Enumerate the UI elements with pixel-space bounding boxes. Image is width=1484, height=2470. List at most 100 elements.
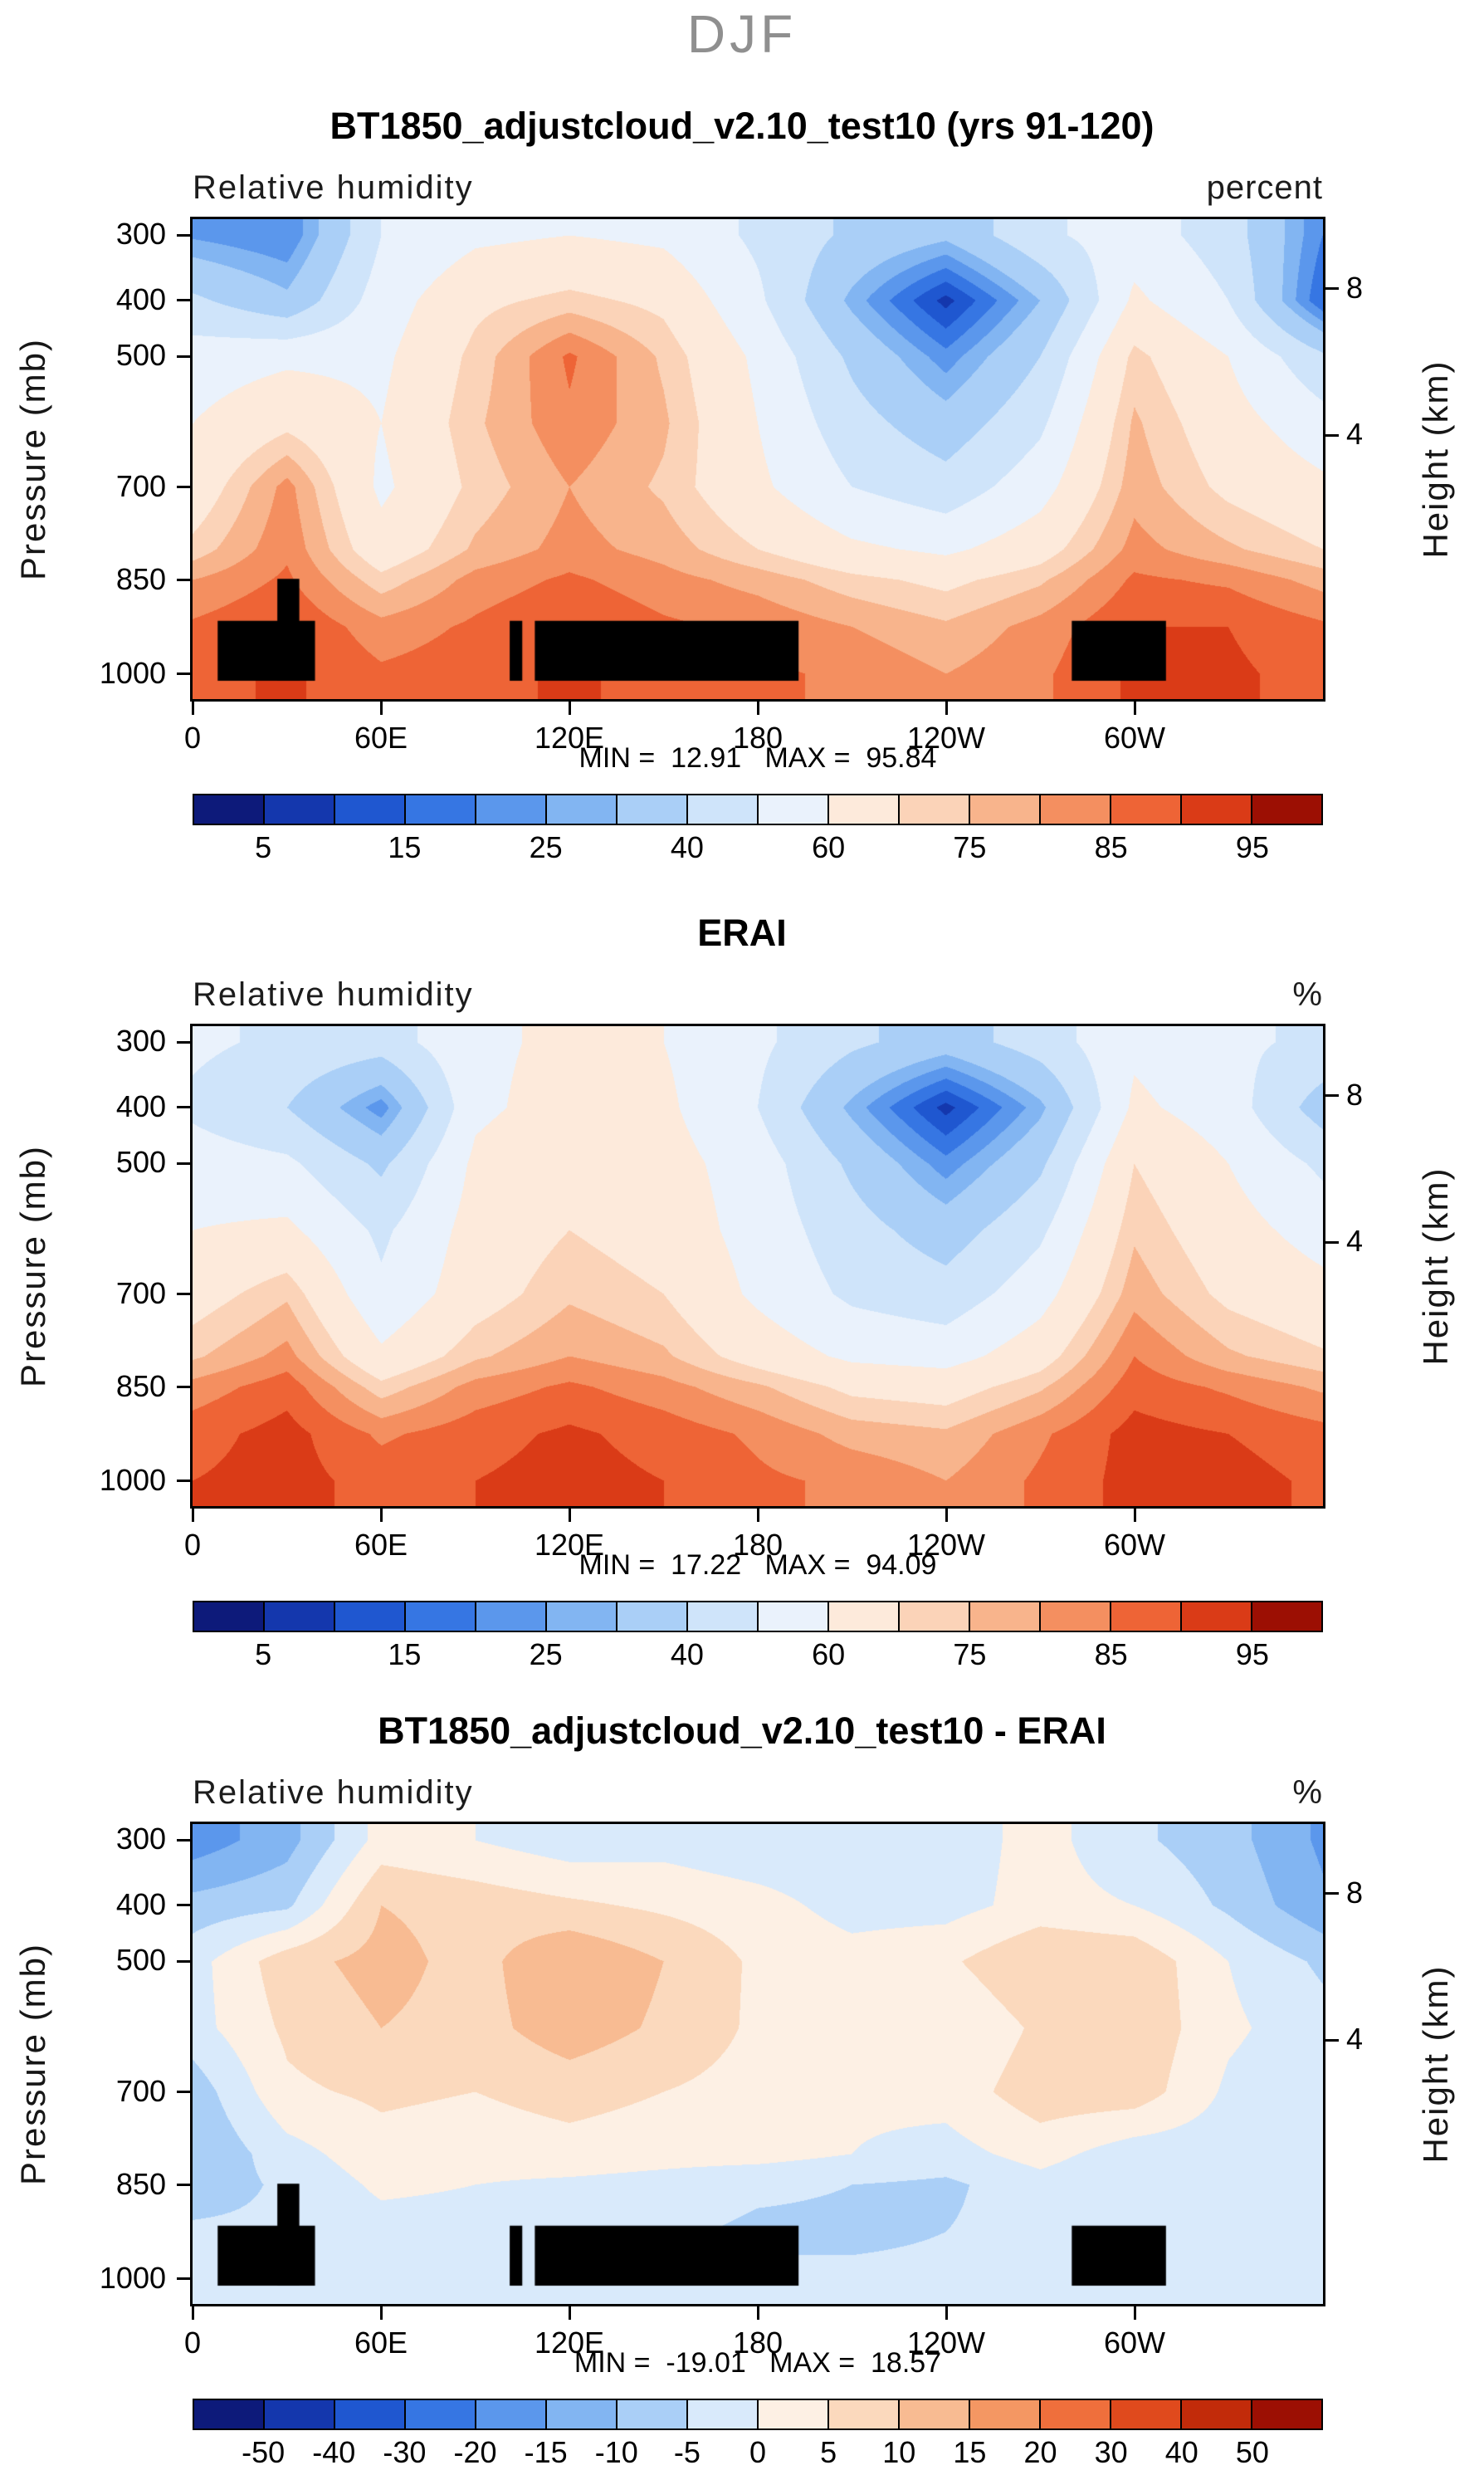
lon-tick-label: 60W (1103, 1528, 1166, 1562)
lon-axis-tick (945, 1509, 948, 1522)
pressure-axis-tick (177, 2184, 190, 2187)
lon-tick-label: 60W (1103, 2326, 1166, 2360)
colorbar-segment (547, 1602, 618, 1631)
colorbar-segment (406, 2400, 476, 2428)
pressure-tick-label: 700 (115, 2073, 166, 2108)
pressure-axis-tick (177, 1386, 190, 1389)
height-tick-label: 4 (1346, 2022, 1364, 2057)
colorbar (193, 794, 1323, 825)
units-label: % (1292, 1774, 1323, 1811)
colorbar-segment (194, 2400, 265, 2428)
lon-tick-label: 0 (183, 2326, 202, 2360)
height-tick-label: 8 (1346, 270, 1364, 305)
colorbar-segment (829, 2400, 900, 2428)
lon-tick-label: 60W (1103, 721, 1166, 755)
colorbar-segment (1182, 1602, 1252, 1631)
colorbar-tick-label: 0 (749, 2435, 767, 2469)
colorbar-tick-label: -15 (524, 2435, 568, 2469)
colorbar-tick-label: -30 (383, 2435, 427, 2469)
colorbar-segment (829, 1602, 900, 1631)
lon-tick-label: 180 (732, 1528, 783, 1562)
pressure-tick-label: 850 (115, 561, 166, 596)
colorbar-tick-label: 75 (953, 830, 987, 864)
colorbar-tick-label: 5 (820, 2435, 837, 2469)
pressure-axis-tick (177, 1838, 190, 1841)
height-axis-tick (1325, 2038, 1339, 2042)
pressure-tick-label: 1000 (99, 1462, 166, 1497)
colorbar-segment (1041, 1602, 1111, 1631)
pressure-axis-tick (177, 233, 190, 237)
pressure-tick-label: 500 (115, 1145, 166, 1180)
colorbar-segment (476, 795, 547, 824)
colorbar-tick-label: 25 (529, 1637, 563, 1671)
height-axis-tick (1325, 1892, 1339, 1895)
height-axis-tick (1325, 1094, 1339, 1098)
colorbar-tick-label: -50 (242, 2435, 286, 2469)
contour-plot-canvas (193, 1824, 1323, 2304)
contour-plot-canvas (193, 1026, 1323, 1506)
colorbar-segment (335, 795, 406, 824)
pressure-axis-tick (177, 1040, 190, 1044)
min-max-stats: MIN = -19.01 MAX = 18.57 (574, 2347, 942, 2379)
colorbar-segment (406, 1602, 476, 1631)
pressure-axis-tick (177, 579, 190, 582)
panel-difference: BT1850_adjustcloud_v2.10_test10 - ERAI R… (0, 1605, 1484, 2470)
panel-title: BT1850_adjustcloud_v2.10_test10 - ERAI (378, 1709, 1106, 1752)
colorbar-tick-label: -10 (594, 2435, 638, 2469)
lon-tick-label: 60E (354, 2326, 408, 2360)
colorbar-segment (618, 2400, 688, 2428)
lon-axis-tick (191, 1509, 194, 1522)
colorbar-segment (688, 1602, 759, 1631)
pressure-tick-label: 850 (115, 1368, 166, 1403)
lon-tick-label: 180 (732, 721, 783, 755)
lon-axis-tick (191, 2306, 194, 2320)
colorbar-segment (1111, 795, 1182, 824)
pressure-tick-label: 700 (115, 1275, 166, 1310)
plot-frame (190, 217, 1325, 702)
colorbar-segment (1111, 1602, 1182, 1631)
colorbar-segment (759, 1602, 829, 1631)
height-axis-title: Height (km) (1416, 1964, 1455, 2164)
colorbar-segment (476, 2400, 547, 2428)
height-tick-label: 4 (1346, 1224, 1364, 1259)
lon-tick-label: 120E (534, 1528, 605, 1562)
lon-axis-tick (1133, 2306, 1136, 2320)
height-tick-label: 8 (1346, 1875, 1364, 1910)
colorbar-segment (265, 795, 335, 824)
lon-axis-tick (568, 702, 571, 715)
lon-axis-tick (945, 2306, 948, 2320)
colorbar-segment (406, 795, 476, 824)
pressure-axis-title: Pressure (mb) (13, 337, 52, 581)
lon-tick-label: 120E (534, 721, 605, 755)
colorbar-segment (970, 795, 1041, 824)
lon-tick-label: 60E (354, 721, 408, 755)
colorbar-segment (618, 795, 688, 824)
colorbar-segment (547, 795, 618, 824)
lon-axis-tick (568, 2306, 571, 2320)
colorbar (193, 1601, 1323, 1632)
colorbar-segment (1182, 795, 1252, 824)
lon-tick-label: 120W (906, 721, 986, 755)
pressure-axis-tick (177, 2277, 190, 2281)
colorbar-tick-label: 15 (953, 2435, 987, 2469)
pressure-tick-label: 400 (115, 281, 166, 316)
pressure-axis-tick (177, 2091, 190, 2094)
colorbar-segment (1252, 1602, 1321, 1631)
pressure-tick-label: 500 (115, 338, 166, 373)
colorbar-tick-label: 75 (953, 1637, 987, 1671)
colorbar-tick-label: -20 (453, 2435, 497, 2469)
colorbar-tick-label: 15 (388, 830, 422, 864)
colorbar-tick-label: 95 (1235, 830, 1269, 864)
colorbar-segment (688, 2400, 759, 2428)
colorbar-tick-label: 10 (882, 2435, 916, 2469)
height-axis-tick (1325, 287, 1339, 291)
pressure-tick-label: 400 (115, 1088, 166, 1123)
panel-erai: ERAI Relative humidity % Pressure (mb) H… (0, 807, 1484, 1687)
lon-axis-tick (756, 702, 759, 715)
colorbar-tick-label: 60 (812, 830, 846, 864)
panel-model: BT1850_adjustcloud_v2.10_test10 (yrs 91-… (0, 0, 1484, 880)
plot-frame (190, 1822, 1325, 2306)
colorbar-segment (476, 1602, 547, 1631)
colorbar-tick-label: -40 (312, 2435, 356, 2469)
